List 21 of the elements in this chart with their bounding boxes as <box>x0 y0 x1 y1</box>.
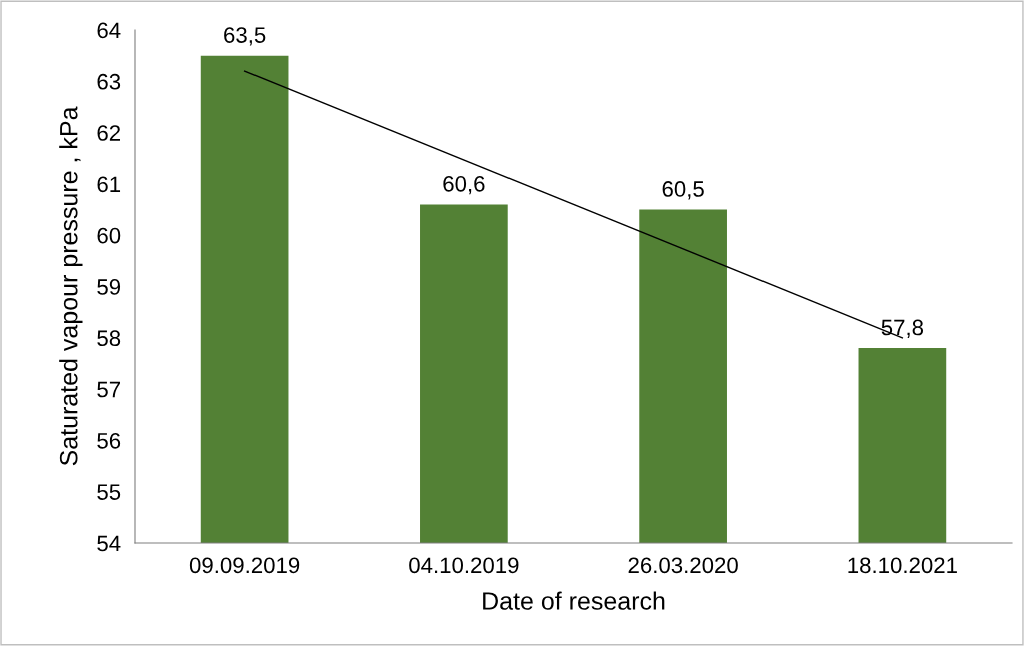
y-tick-label: 58 <box>97 330 121 347</box>
data-label: 60,5 <box>662 181 704 200</box>
x-tick-label: 18.10.2021 <box>848 557 957 574</box>
x-axis-title: Date of research <box>483 591 665 610</box>
y-tick-label: 59 <box>97 279 121 295</box>
x-tick-label: 04.10.2019 <box>409 557 519 574</box>
y-tick-label: 64 <box>97 22 121 39</box>
y-tick-label: 62 <box>97 125 120 141</box>
y-axis-title: Saturated vapour pressure , kPa <box>59 106 83 466</box>
y-tick-label: 57 <box>97 381 120 398</box>
y-tick-label: 60 <box>97 227 121 244</box>
y-tick-label: 56 <box>97 432 121 449</box>
x-tick-label: 26.03.2020 <box>628 557 738 574</box>
x-tick-label: 09.09.2019 <box>189 557 300 574</box>
data-label: 60,6 <box>443 175 485 195</box>
y-tick-label: 61 <box>97 176 121 193</box>
y-tick-label: 54 <box>97 535 121 552</box>
data-label: 63,5 <box>224 27 266 46</box>
data-label: 57,8 <box>881 319 924 338</box>
y-tick-label: 63 <box>97 73 121 90</box>
y-tick-label: 55 <box>97 484 121 500</box>
